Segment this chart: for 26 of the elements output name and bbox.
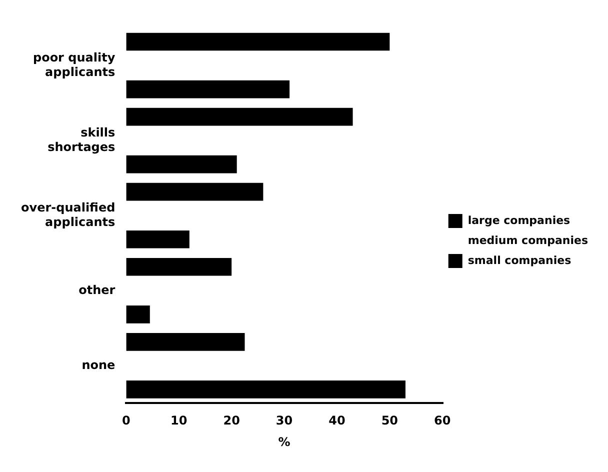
x-tick-label: 20 xyxy=(223,414,240,428)
y-tick-label: over-qualified applicants xyxy=(20,200,116,229)
x-axis-title: % xyxy=(278,434,290,449)
bar xyxy=(126,258,232,276)
bar xyxy=(126,155,237,174)
x-tick-label: 40 xyxy=(328,414,346,428)
bar xyxy=(126,108,353,126)
bar xyxy=(126,230,190,248)
y-tick-label: poor quality applicants xyxy=(32,50,116,79)
bar xyxy=(126,80,290,98)
x-tick-label: 0 xyxy=(122,414,130,428)
y-tick-label: other xyxy=(78,282,116,297)
bar xyxy=(126,182,264,201)
x-tick-label: 60 xyxy=(434,414,451,428)
bar xyxy=(126,333,245,351)
x-tick-label: 50 xyxy=(381,414,398,428)
bar xyxy=(126,305,150,324)
x-tick-label: 10 xyxy=(170,414,188,428)
bar xyxy=(126,32,390,51)
bar xyxy=(126,380,406,398)
x-tick-label: 30 xyxy=(276,414,293,428)
legend-label: large companies xyxy=(468,214,571,227)
legend-label: small companies xyxy=(468,254,572,267)
text: medium companies xyxy=(468,234,588,247)
y-tick-label: none xyxy=(82,358,116,372)
y-tick-label: skills shortages xyxy=(48,125,116,154)
